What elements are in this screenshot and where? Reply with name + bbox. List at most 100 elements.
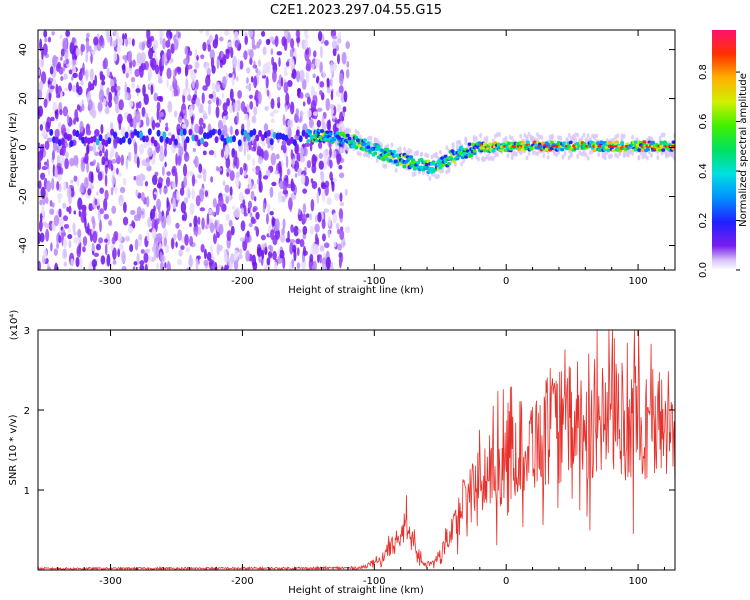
noise-blob: [155, 246, 160, 259]
ridge-blob: [350, 139, 355, 143]
ridge-blob: [366, 145, 371, 149]
noise-blob: [318, 142, 323, 149]
halo-blob: [546, 154, 550, 160]
noise-blob: [277, 100, 281, 109]
noise-blob: [250, 76, 254, 83]
noise-blob: [195, 79, 199, 90]
noise-blob: [54, 165, 58, 179]
halo-blob: [462, 158, 466, 164]
noise-blob: [88, 99, 93, 111]
halo-blob: [481, 157, 485, 163]
noise-blob: [171, 168, 176, 174]
noise-blob: [302, 203, 307, 214]
ridge-blob: [81, 136, 86, 144]
ridge-blob: [380, 148, 385, 153]
noise-blob: [75, 47, 80, 57]
ridge-blob: [214, 136, 219, 144]
noise-blob: [289, 261, 292, 270]
noise-blob: [183, 139, 187, 153]
ridge-blob: [173, 138, 178, 146]
halo-blob: [555, 152, 559, 158]
ridge-blob: [599, 140, 604, 144]
noise-blob: [47, 266, 51, 270]
noise-blob: [41, 166, 48, 171]
noise-blob: [338, 85, 344, 94]
ridge-blob: [162, 131, 167, 139]
halo-blob: [658, 135, 662, 141]
noise-blob: [262, 202, 266, 213]
noise-blob: [96, 191, 99, 196]
noise-blob: [299, 238, 305, 248]
snr-x-tick-label: -200: [231, 576, 254, 587]
noise-blob: [285, 61, 290, 67]
noise-blob: [201, 92, 205, 104]
noise-blob: [276, 51, 283, 56]
noise-blob: [171, 181, 177, 189]
colorbar-ticks: 0.0 0.2 0.4 0.6 0.8: [698, 64, 740, 278]
halo-blob: [586, 155, 590, 161]
noise-blob: [337, 38, 342, 44]
noise-blob: [222, 193, 228, 198]
noise-blob: [233, 30, 239, 40]
ridge-blob: [69, 140, 74, 148]
noise-blob: [128, 100, 134, 108]
ridge-blob: [237, 139, 242, 147]
noise-blob: [162, 38, 166, 50]
halo-blob: [616, 153, 620, 159]
noise-blob: [98, 89, 105, 103]
noise-blob: [54, 128, 60, 139]
noise-blob: [255, 165, 261, 172]
noise-blob: [313, 243, 319, 256]
halo-blob: [394, 167, 398, 173]
noise-blob: [303, 30, 308, 37]
ridge-blob: [347, 136, 352, 141]
noise-blob: [332, 149, 337, 159]
halo-blob: [576, 153, 580, 159]
ridge-blob: [217, 128, 222, 136]
noise-blob: [209, 218, 214, 223]
colorbar-tick-label: 0.2: [698, 213, 709, 229]
ridge-blob: [642, 140, 647, 144]
noise-blob: [91, 244, 96, 252]
ridge-blob: [188, 128, 193, 136]
noise-blob: [238, 248, 243, 255]
ridge-blob: [314, 138, 319, 143]
noise-blob: [184, 45, 189, 56]
noise-blob: [300, 174, 306, 186]
noise-blob: [277, 249, 281, 256]
noise-blob: [71, 85, 77, 93]
noise-blob: [60, 56, 63, 61]
noise-blob: [308, 118, 314, 129]
noise-blob: [265, 38, 271, 46]
noise-blob: [202, 110, 207, 115]
noise-blob: [226, 171, 230, 177]
noise-blob: [197, 174, 203, 179]
halo-blob: [455, 144, 459, 150]
noise-blob: [338, 251, 342, 259]
noise-blob: [102, 98, 107, 106]
noise-blob: [253, 106, 258, 116]
noise-blob: [332, 212, 338, 224]
noise-blob: [270, 98, 275, 110]
halo-blob: [561, 154, 565, 160]
noise-blob: [211, 82, 216, 92]
noise-blob: [149, 36, 152, 42]
noise-blob: [189, 235, 194, 247]
noise-blob: [144, 248, 151, 254]
noise-blob: [58, 234, 62, 243]
noise-blob: [269, 112, 273, 117]
noise-blob: [68, 205, 72, 215]
noise-blob: [166, 260, 171, 270]
noise-blob: [326, 77, 330, 88]
ridge-blob: [362, 142, 367, 146]
noise-blob: [269, 36, 275, 42]
noise-blob: [216, 167, 223, 172]
noise-blob: [330, 90, 334, 101]
halo-blob: [474, 136, 478, 142]
noise-blob: [255, 98, 259, 108]
halo-blob: [662, 132, 666, 138]
noise-blob: [38, 232, 41, 245]
noise-blob: [140, 210, 144, 216]
noise-blob: [297, 88, 302, 94]
noise-blob: [202, 114, 208, 120]
